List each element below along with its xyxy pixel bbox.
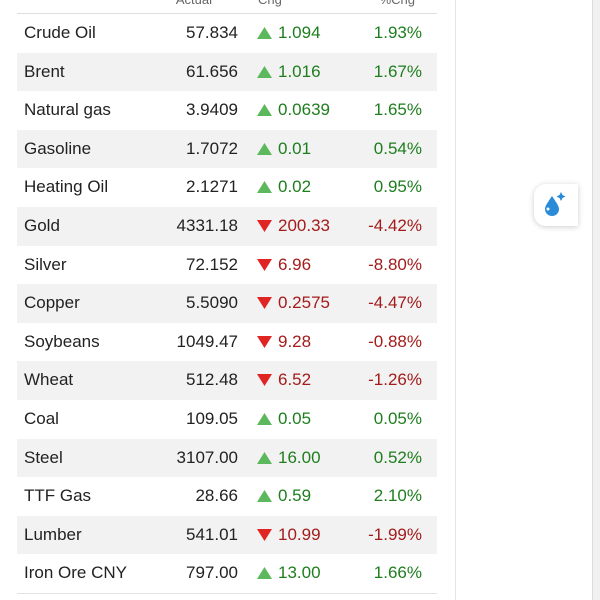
percent-change: 0.95%	[373, 177, 422, 197]
table-row: Brent 61.656 1.016 1.67%	[17, 52, 437, 93]
up-arrow	[257, 490, 272, 503]
scrollbar	[592, 0, 600, 600]
percent-change: -1.99%	[368, 524, 422, 544]
percent-change: 0.05%	[373, 409, 422, 428]
percent-change: -4.42%	[368, 216, 422, 235]
commodity-name: Crude Oil	[24, 23, 96, 42]
commodity-name: Lumber	[24, 524, 82, 544]
percent-change: 0.54%	[373, 138, 422, 158]
table-row: Lumber 541.01 10.99 -1.99%	[17, 515, 437, 556]
change-value: 16.00	[278, 447, 321, 467]
table-row: Iron Ore CNY 797.00 13.00 1.66%	[17, 554, 437, 594]
down-arrow	[257, 374, 272, 387]
commodity-name: Steel	[24, 447, 63, 467]
actual-value: 1049.47	[176, 331, 238, 351]
percent-change: -4.47%	[368, 293, 422, 313]
down-arrow	[257, 297, 272, 310]
up-arrow	[257, 65, 272, 78]
up-arrow	[257, 451, 272, 464]
down-arrow	[257, 220, 272, 232]
commodity-name: Natural gas	[24, 100, 111, 120]
actual-value: 57.834	[186, 23, 238, 42]
percent-change: 1.66%	[373, 563, 422, 583]
change-value: 6.52	[278, 370, 312, 390]
change-value: 0.01	[278, 138, 312, 158]
actual-value: 541.01	[186, 524, 238, 544]
table-row: TTF Gas 28.66 0.59 2.10%	[17, 477, 437, 517]
actual-value: 3107.00	[176, 447, 238, 467]
up-arrow	[257, 413, 272, 425]
change-value: 0.59	[278, 486, 312, 506]
up-arrow	[257, 181, 272, 194]
table-row: Silver 72.152 6.96 -8.80%	[17, 245, 437, 286]
column-header: Chg	[258, 0, 282, 7]
actual-value: 3.9409	[186, 100, 238, 120]
commodity-name: Iron Ore CNY	[24, 563, 127, 583]
commodity-name: Gold	[24, 216, 60, 235]
table-row: Copper 5.5090 0.2575 -4.47%	[17, 284, 437, 324]
change-value: 1.094	[278, 23, 321, 42]
percent-change: 1.67%	[373, 61, 422, 81]
actual-value: 72.152	[186, 254, 238, 274]
actual-value: 109.05	[186, 409, 238, 428]
table-row: Gasoline 1.7072 0.01 0.54%	[17, 129, 437, 170]
panel-border	[455, 0, 456, 600]
table-row: Crude Oil 57.834 1.094 1.93%	[17, 14, 437, 54]
actual-value: 61.656	[186, 61, 238, 81]
change-value: 0.2575	[278, 293, 330, 313]
commodity-name: Coal	[24, 409, 59, 428]
commodity-name: Copper	[24, 293, 80, 313]
column-header: Actual	[176, 0, 212, 7]
actual-value: 2.1271	[186, 177, 238, 197]
table-row: Wheat 512.48 6.52 -1.26%	[17, 361, 437, 401]
up-arrow	[257, 104, 272, 117]
percent-change: 0.52%	[373, 447, 422, 467]
actual-value: 797.00	[186, 563, 238, 583]
actual-value: 5.5090	[186, 293, 238, 313]
change-value: 0.05	[278, 409, 312, 428]
commodity-name: Brent	[24, 61, 65, 81]
change-value: 1.016	[278, 61, 321, 81]
actual-value: 4331.18	[176, 216, 238, 235]
down-arrow	[257, 528, 272, 541]
commodity-name: Wheat	[24, 370, 74, 390]
actual-value: 28.66	[195, 486, 238, 506]
commodity-name: Soybeans	[24, 331, 100, 351]
down-arrow	[257, 335, 272, 348]
drop-icon	[545, 192, 566, 216]
column-header: %Chg	[380, 0, 415, 7]
table-row: Soybeans 1049.47 9.28 -0.88%	[17, 322, 437, 363]
header-border	[17, 13, 437, 14]
up-arrow	[257, 567, 272, 580]
change-value: 200.33	[278, 216, 330, 235]
table-row: Natural gas 3.9409 0.0639 1.65%	[17, 91, 437, 131]
change-value: 0.02	[278, 177, 312, 197]
percent-change: 2.10%	[373, 486, 422, 506]
up-arrow	[257, 142, 272, 155]
table-row: Gold 4331.18 200.33 -4.42%	[17, 207, 437, 247]
commodity-name: Gasoline	[24, 138, 92, 158]
commodity-name: TTF Gas	[24, 486, 92, 506]
percent-change: -8.80%	[368, 254, 422, 274]
percent-change: 1.93%	[373, 23, 422, 42]
floating-button[interactable]	[534, 184, 578, 226]
change-value: 13.00	[278, 563, 321, 583]
commodity-name: Silver	[24, 254, 67, 274]
table-row: Heating Oil 2.1271 0.02 0.95%	[17, 168, 437, 208]
actual-value: 1.7072	[186, 138, 238, 158]
percent-change: -1.26%	[368, 370, 422, 390]
change-value: 0.0639	[278, 100, 330, 120]
down-arrow	[257, 258, 272, 271]
change-value: 10.99	[278, 524, 321, 544]
change-value: 9.28	[278, 331, 312, 351]
up-arrow	[257, 27, 272, 39]
percent-change: 1.65%	[373, 100, 422, 120]
percent-change: -0.88%	[368, 331, 422, 351]
table-row: Steel 3107.00 16.00 0.52%	[17, 438, 437, 479]
commodity-name: Heating Oil	[24, 177, 109, 197]
table-row: Coal 109.05 0.05 0.05%	[17, 400, 437, 440]
change-value: 6.96	[278, 254, 312, 274]
actual-value: 512.48	[186, 370, 238, 390]
